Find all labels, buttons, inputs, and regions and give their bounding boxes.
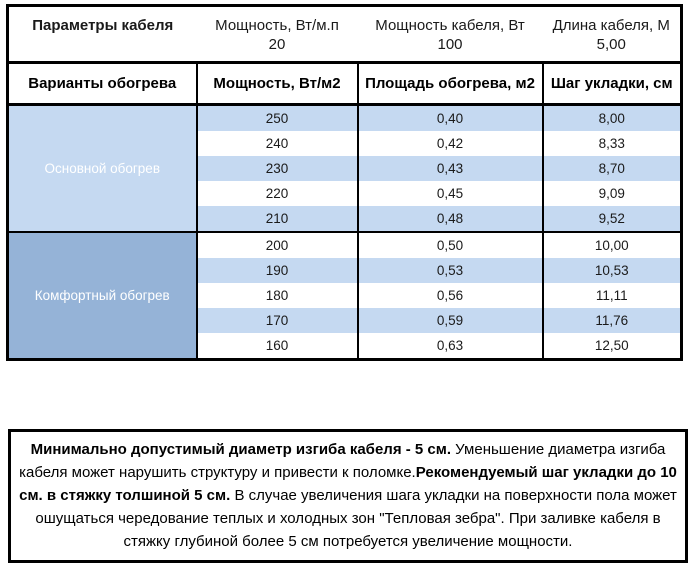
table-row: 160 0,63 12,50 bbox=[8, 333, 683, 360]
note-bold-min-bend-diameter: Минимально допустимый диаметр изгиба каб… bbox=[30, 441, 452, 458]
cell-power: 240 bbox=[195, 131, 359, 156]
cell-area: 0,59 bbox=[356, 308, 544, 333]
power-per-meter-header: Мощность, Вт/м.п bbox=[215, 17, 339, 34]
cell-area: 0,50 bbox=[356, 231, 544, 258]
group-label-comfort-heating: Комфортный обогрев bbox=[6, 231, 198, 361]
cell-power: 190 bbox=[195, 258, 359, 283]
cable-parameters-table: Параметры кабеля Мощность, Вт/м.п Мощнос… bbox=[6, 4, 683, 361]
cable-params-title: Параметры кабеля bbox=[32, 17, 174, 34]
cell-power: 160 bbox=[195, 333, 359, 360]
cell-step: 11,11 bbox=[541, 283, 683, 308]
power-per-meter-value: 20 bbox=[196, 35, 358, 64]
power-density-header: Мощность, Вт/м2 bbox=[195, 61, 359, 106]
cable-length-value: 5,00 bbox=[542, 35, 682, 64]
cable-params-header-row: Параметры кабеля Мощность, Вт/м.п Мощнос… bbox=[8, 6, 682, 36]
empty-cell bbox=[7, 35, 197, 64]
note-text-bend-consequence: Уменьшение диаметра изгиба кабеля может … bbox=[19, 441, 666, 481]
cell-step: 12,50 bbox=[541, 333, 683, 360]
cell-power: 220 bbox=[195, 181, 359, 206]
cell-step: 11,76 bbox=[541, 308, 683, 333]
cell-power: 200 bbox=[195, 231, 359, 258]
column-headers-row: Варианты обогрева Мощность, Вт/м2 Площад… bbox=[6, 61, 683, 106]
table-row: 210 0,48 9,52 bbox=[8, 206, 683, 232]
group-label-main-heating: Основной обогрев bbox=[6, 103, 198, 233]
cell-step: 8,33 bbox=[541, 131, 683, 156]
cell-power: 210 bbox=[195, 206, 359, 232]
table-row: 180 0,56 11,11 bbox=[8, 283, 683, 308]
laying-step-header: Шаг укладки, см bbox=[541, 61, 683, 106]
table-row: 170 0,59 11,76 bbox=[8, 308, 683, 333]
note-bold-recommended-step: Рекомендуемый шаг укладки до 10 см. в ст… bbox=[19, 464, 677, 504]
cell-area: 0,43 bbox=[356, 156, 544, 181]
heating-cable-table: Параметры кабеля Мощность, Вт/м.п Мощнос… bbox=[6, 4, 683, 361]
cell-power: 170 bbox=[195, 308, 359, 333]
table-row: 230 0,43 8,70 bbox=[8, 156, 683, 181]
cell-step: 8,70 bbox=[541, 156, 683, 181]
cell-area: 0,45 bbox=[356, 181, 544, 206]
cell-step: 9,52 bbox=[541, 206, 683, 232]
cell-area: 0,56 bbox=[356, 283, 544, 308]
cell-area: 0,40 bbox=[356, 104, 544, 131]
cable-length-header: Длина кабеля, М bbox=[552, 17, 670, 34]
cable-power-value: 100 bbox=[357, 35, 543, 64]
cell-step: 10,00 bbox=[541, 231, 683, 258]
cell-area: 0,53 bbox=[356, 258, 544, 283]
cable-params-values-row: 20 100 5,00 bbox=[7, 35, 682, 64]
cell-power: 250 bbox=[195, 104, 359, 131]
cell-step: 8,00 bbox=[541, 104, 683, 131]
heating-area-header: Площадь обогрева, м2 bbox=[356, 61, 544, 106]
table-row: Комфортный обогрев 200 0,50 10,00 bbox=[6, 231, 683, 361]
table-row: 220 0,45 9,09 bbox=[8, 181, 683, 206]
heating-variants-header: Варианты обогрева bbox=[6, 61, 198, 106]
cell-step: 9,09 bbox=[541, 181, 683, 206]
table-row: 240 0,42 8,33 bbox=[8, 131, 683, 156]
cell-step: 10,53 bbox=[541, 258, 683, 283]
installation-note: Минимально допустимый диаметр изгиба каб… bbox=[8, 429, 688, 563]
cell-power: 180 bbox=[195, 283, 359, 308]
cell-area: 0,48 bbox=[356, 206, 544, 232]
table-row: Основной обогрев 250 0,40 8,00 bbox=[6, 103, 683, 233]
cell-power: 230 bbox=[195, 156, 359, 181]
cell-area: 0,63 bbox=[356, 333, 544, 360]
table-row: 190 0,53 10,53 bbox=[8, 258, 683, 283]
cell-area: 0,42 bbox=[356, 131, 544, 156]
cable-power-header: Мощность кабеля, Вт bbox=[375, 17, 525, 34]
